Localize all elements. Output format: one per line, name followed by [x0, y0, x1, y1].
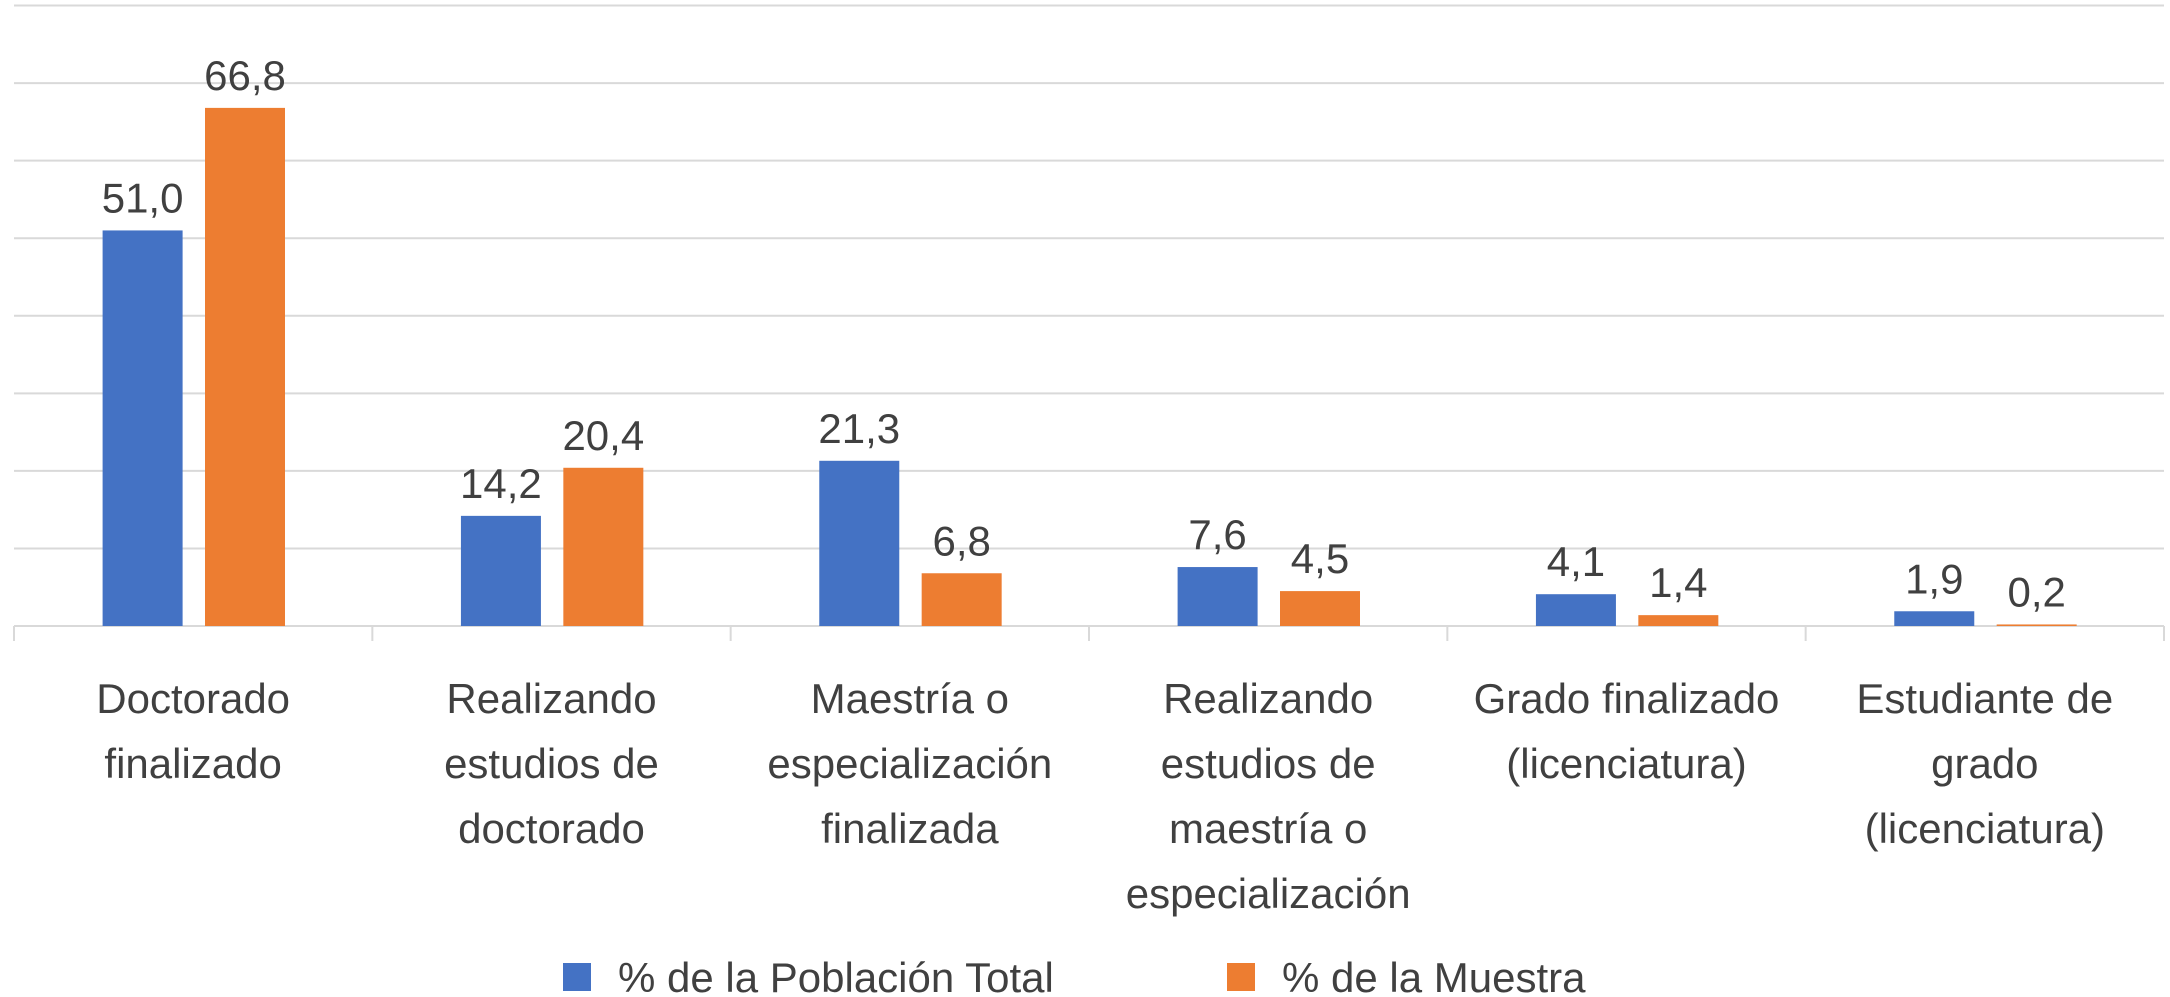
- x-tick-label: Realizando estudios de doctorado: [444, 675, 659, 852]
- bar: [1535, 594, 1616, 626]
- bar: [1638, 615, 1719, 626]
- legend-swatch: [563, 963, 591, 991]
- data-label: 0,2: [2007, 568, 2065, 615]
- legend-swatch: [1227, 963, 1255, 991]
- bar: [460, 515, 541, 626]
- bar: [1280, 591, 1360, 626]
- data-label: 51,0: [102, 174, 184, 221]
- legend-label: % de la Población Total: [618, 954, 1054, 997]
- bar: [819, 460, 900, 626]
- x-tick-label: Estudiante de grado (licenciatura): [1856, 675, 2113, 852]
- bar: [102, 230, 183, 626]
- data-label: 4,5: [1291, 535, 1349, 582]
- x-tick-label: Grado finalizado (licenciatura): [1474, 675, 1780, 787]
- bar: [1996, 624, 2077, 626]
- data-label: 14,2: [460, 460, 542, 507]
- legend-label: % de la Muestra: [1282, 954, 1586, 997]
- x-tick-label: Realizando estudios de maestría o especiali…: [1126, 675, 1411, 917]
- data-label: 20,4: [562, 412, 644, 459]
- bar: [563, 467, 644, 626]
- data-label: 4,1: [1547, 538, 1605, 585]
- data-label: 1,4: [1649, 559, 1707, 606]
- bar: [921, 573, 1002, 626]
- data-label: 1,9: [1905, 555, 1963, 602]
- data-label: 6,8: [932, 517, 990, 564]
- bar: [1177, 567, 1258, 626]
- x-tick-label: Maestría o especialización finalizada: [767, 675, 1052, 852]
- data-label: 7,6: [1188, 511, 1246, 558]
- data-label: 21,3: [818, 405, 900, 452]
- bar: [1894, 611, 1975, 626]
- x-tick-label: Doctorado finalizado: [96, 675, 290, 787]
- data-label: 66,8: [204, 52, 286, 99]
- bar: [205, 107, 285, 626]
